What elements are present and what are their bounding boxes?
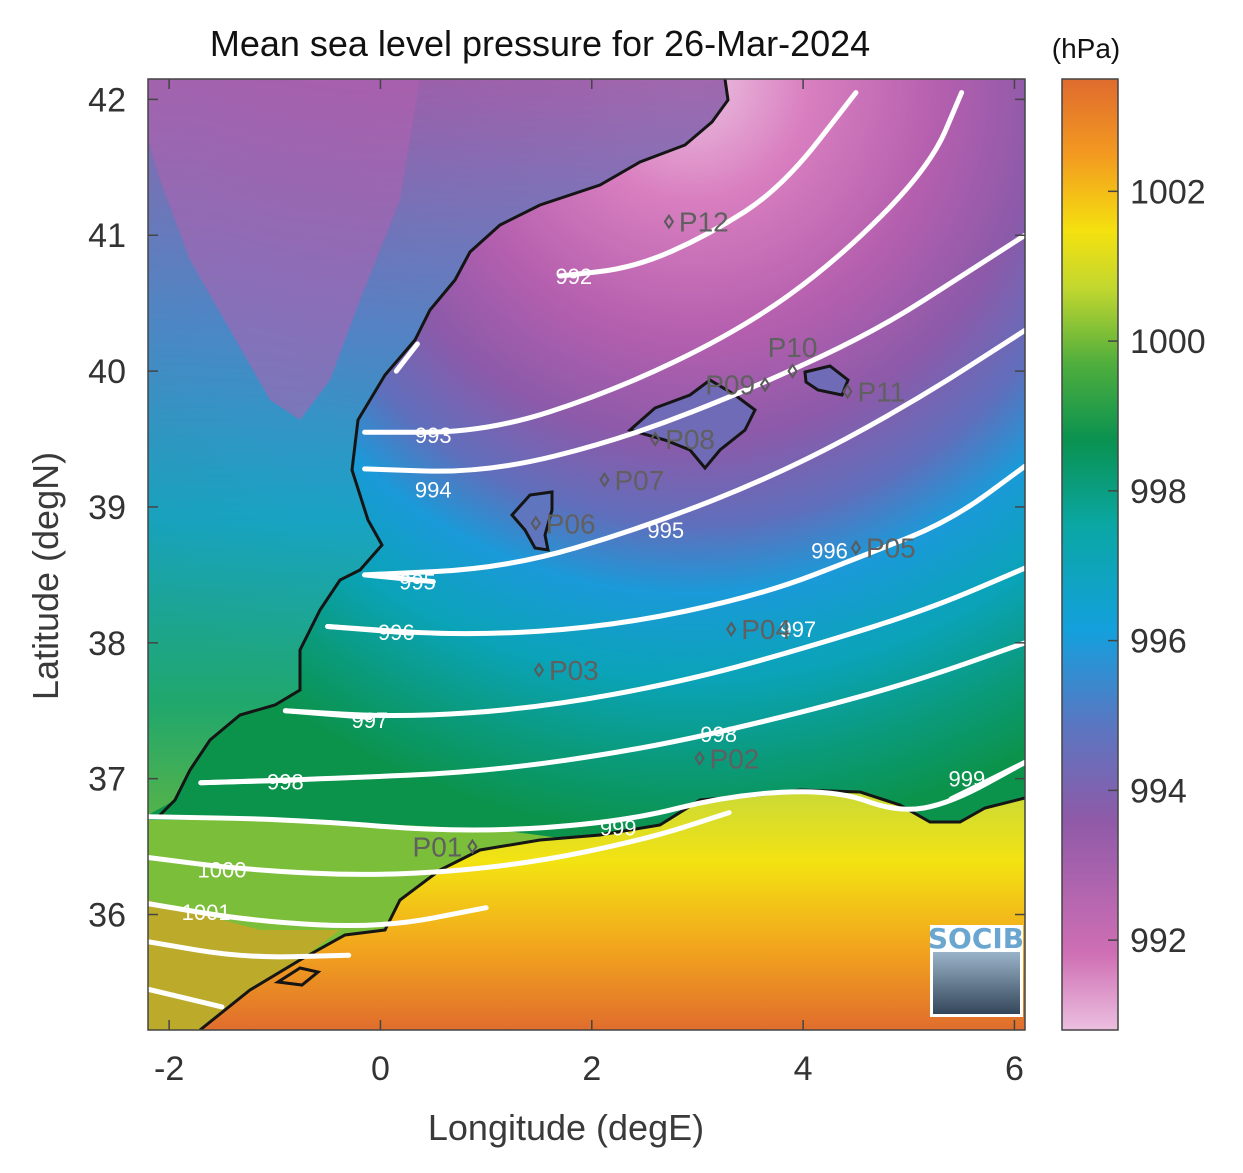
y-tick-label: 37 <box>88 761 126 799</box>
african-coastline <box>199 788 1025 1030</box>
socib-logo: SOCIB <box>928 922 1024 1017</box>
isobar-line <box>282 708 373 721</box>
lake-outline <box>273 966 322 987</box>
isobar-label: 999 <box>600 816 637 841</box>
isobar-line <box>362 327 1025 578</box>
colorbar-ticks: 992 994 996 998 1000 1002 <box>1108 173 1206 960</box>
station-marker <box>467 838 478 855</box>
isobar-line <box>362 90 965 435</box>
isobar-line <box>393 341 420 374</box>
x-axis-label: Longitude (degE) <box>428 1107 704 1148</box>
isobar-line <box>325 624 415 636</box>
station-label: P11 <box>857 376 905 407</box>
station-label: P12 <box>679 207 729 238</box>
isobar-label: 992 <box>555 264 592 289</box>
isobar-label: 994 <box>415 477 452 502</box>
mallorca-coastline <box>626 378 757 471</box>
isobar-line <box>148 810 732 877</box>
isobar-label: 1001 <box>182 900 231 925</box>
x-axis: -2 0 2 4 6 <box>154 79 1024 1088</box>
y-axis-label: Latitude (degN) <box>25 452 66 700</box>
y-tick-label: 36 <box>88 897 126 935</box>
isobar-line <box>148 759 1025 833</box>
station-label: P02 <box>710 743 760 774</box>
station-label: P08 <box>665 424 715 455</box>
isobar-line <box>362 572 436 585</box>
menorca-coastline <box>803 364 850 397</box>
y-tick-label: 38 <box>88 625 126 663</box>
plot-frame <box>147 78 1026 1031</box>
x-tick-label: 6 <box>1005 1050 1024 1088</box>
isobar-label: 998 <box>700 722 737 747</box>
colorbar-units: (hPa) <box>1052 33 1120 64</box>
iberian-coastline <box>158 79 730 817</box>
isobar-line <box>148 939 352 960</box>
isobar-label: 998 <box>267 769 304 794</box>
isobar-line <box>557 90 859 279</box>
station-marker <box>599 471 610 488</box>
station-label: P09 <box>705 370 755 401</box>
isobar-label: 995 <box>399 570 436 595</box>
station-label: P04 <box>741 614 791 645</box>
isobar-line <box>948 759 1025 802</box>
x-tick-label: 0 <box>371 1050 390 1088</box>
station-marker <box>787 363 798 379</box>
y-tick-label: 40 <box>88 353 126 391</box>
north-africa-land <box>148 790 1025 1030</box>
logo-waves <box>933 952 1020 1014</box>
iberian-north-shading <box>148 79 420 420</box>
y-axis: 36 37 38 39 40 41 42 <box>88 81 1025 935</box>
isobar-label: 995 <box>647 518 684 543</box>
isobar-line <box>362 232 1025 474</box>
alboran-south-field <box>148 900 340 1030</box>
station-marker <box>726 621 737 638</box>
station-marker <box>663 213 675 230</box>
station-marker <box>759 376 771 393</box>
colorbar-tick-label: 996 <box>1130 623 1187 661</box>
colorbar <box>1061 78 1119 1031</box>
isobar-label: 993 <box>415 423 452 448</box>
station-label: P01 <box>413 832 463 863</box>
isobar-label: 999 <box>949 767 986 792</box>
y-tick-label: 41 <box>88 217 126 255</box>
colorbar-tick-label: 1000 <box>1130 323 1206 361</box>
chart-title: Mean sea level pressure for 26-Mar-2024 <box>210 23 870 64</box>
isobar-layer: 992 993 994 995 995 996 996 997 997 998 998 999 999 1… <box>148 90 1025 1010</box>
x-tick-label: 2 <box>582 1050 601 1088</box>
station-label: P06 <box>546 508 596 539</box>
station-marker <box>530 515 541 532</box>
colorbar-tick-label: 994 <box>1130 772 1187 810</box>
logo-text: SOCIB <box>928 922 1024 955</box>
station-marker <box>649 431 661 447</box>
ibiza-coastline <box>509 490 554 552</box>
map-plot-area: 992 993 994 995 995 996 996 997 997 998 998 999 999 1… <box>148 79 1025 1030</box>
ibiza <box>512 492 552 550</box>
station-label: P03 <box>549 655 599 686</box>
x-tick-label: 4 <box>794 1050 813 1088</box>
isobar-label: 996 <box>811 538 848 563</box>
isobar-label: 1000 <box>197 858 246 883</box>
colorbar-tick-label: 998 <box>1130 473 1187 511</box>
colorbar-tick-label: 1002 <box>1130 173 1206 211</box>
colorbar-tick-label: 992 <box>1130 922 1187 960</box>
isobar-label: 997 <box>352 708 389 733</box>
station-marker <box>533 662 545 678</box>
station-label: P05 <box>866 533 916 564</box>
station-label: P07 <box>614 465 664 496</box>
x-tick-label: -2 <box>154 1050 184 1088</box>
y-tick-label: 39 <box>88 489 126 527</box>
station-label: P10 <box>768 332 818 363</box>
station-marker <box>842 383 853 400</box>
isobar-label: 997 <box>779 617 816 642</box>
y-tick-label: 42 <box>88 81 126 119</box>
isobar-line <box>148 901 489 929</box>
station-marker <box>694 750 705 767</box>
isobar-line <box>198 777 299 786</box>
isobar-label: 996 <box>378 620 415 645</box>
station-marker <box>850 539 862 556</box>
